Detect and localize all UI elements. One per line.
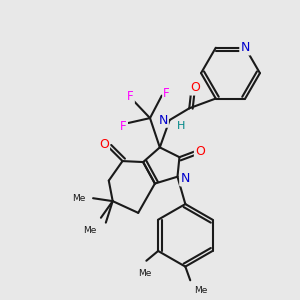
Text: Me: Me bbox=[82, 226, 96, 235]
Text: O: O bbox=[190, 81, 200, 94]
Text: F: F bbox=[120, 120, 127, 134]
Text: O: O bbox=[195, 145, 205, 158]
Text: H: H bbox=[177, 121, 186, 131]
Text: F: F bbox=[164, 87, 170, 100]
Text: N: N bbox=[158, 113, 168, 127]
Text: Me: Me bbox=[72, 194, 85, 203]
Text: Me: Me bbox=[138, 268, 151, 278]
Text: N: N bbox=[241, 41, 250, 54]
Text: Me: Me bbox=[194, 286, 208, 295]
Text: N: N bbox=[180, 172, 190, 185]
Text: O: O bbox=[99, 138, 109, 151]
Text: F: F bbox=[127, 90, 134, 103]
